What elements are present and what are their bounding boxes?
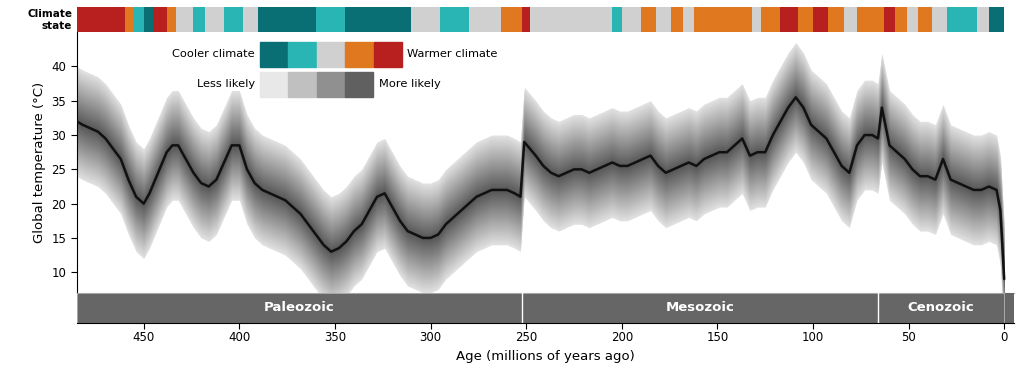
Bar <box>828 7 844 32</box>
Bar <box>77 7 125 32</box>
FancyBboxPatch shape <box>345 72 374 97</box>
Bar <box>752 7 762 32</box>
Bar <box>798 7 813 32</box>
FancyBboxPatch shape <box>374 42 402 67</box>
FancyBboxPatch shape <box>259 42 288 67</box>
Bar <box>762 7 780 32</box>
Bar <box>857 7 884 32</box>
FancyBboxPatch shape <box>288 72 316 97</box>
Bar <box>672 7 683 32</box>
Text: More likely: More likely <box>379 79 440 89</box>
Bar <box>656 7 672 32</box>
FancyBboxPatch shape <box>288 42 316 67</box>
Bar <box>906 7 919 32</box>
Text: Mesozoic: Mesozoic <box>666 301 734 314</box>
Y-axis label: Global temperature (°C): Global temperature (°C) <box>33 82 46 243</box>
Text: Warmer climate: Warmer climate <box>408 49 498 59</box>
Bar <box>205 7 224 32</box>
Bar <box>194 7 205 32</box>
Bar <box>731 7 752 32</box>
Bar <box>77 293 522 323</box>
Bar <box>708 7 731 32</box>
Bar <box>844 7 857 32</box>
FancyBboxPatch shape <box>316 42 345 67</box>
Bar <box>522 7 530 32</box>
Bar <box>919 7 932 32</box>
Bar <box>224 7 243 32</box>
Bar <box>440 7 469 32</box>
Text: Cenozoic: Cenozoic <box>907 301 975 314</box>
FancyBboxPatch shape <box>259 72 288 97</box>
X-axis label: Age (millions of years ago): Age (millions of years ago) <box>456 349 635 363</box>
Bar <box>683 7 694 32</box>
Bar <box>694 7 708 32</box>
FancyBboxPatch shape <box>316 72 345 97</box>
Bar <box>947 7 978 32</box>
Bar <box>344 7 412 32</box>
Bar <box>134 7 143 32</box>
Bar <box>895 7 906 32</box>
Bar <box>641 7 656 32</box>
Bar <box>530 7 612 32</box>
Bar <box>412 7 440 32</box>
Bar <box>176 7 194 32</box>
Text: Less likely: Less likely <box>197 79 255 89</box>
Bar <box>143 7 154 32</box>
FancyBboxPatch shape <box>345 42 374 67</box>
Bar <box>780 7 798 32</box>
Bar <box>612 7 622 32</box>
Bar <box>167 7 176 32</box>
Bar <box>989 7 1005 32</box>
Bar <box>258 7 315 32</box>
Bar <box>469 7 502 32</box>
Text: Cooler climate: Cooler climate <box>172 49 255 59</box>
Bar <box>243 7 258 32</box>
Bar <box>522 293 878 323</box>
Text: Paleozoic: Paleozoic <box>264 301 335 314</box>
Bar <box>932 7 947 32</box>
Text: Climate
state: Climate state <box>27 9 72 30</box>
Bar <box>622 7 641 32</box>
Bar <box>502 7 522 32</box>
Bar <box>154 7 167 32</box>
Bar <box>813 7 828 32</box>
Bar <box>878 293 1005 323</box>
Bar <box>978 7 989 32</box>
Bar <box>315 7 344 32</box>
Bar <box>125 7 134 32</box>
Bar <box>884 7 895 32</box>
